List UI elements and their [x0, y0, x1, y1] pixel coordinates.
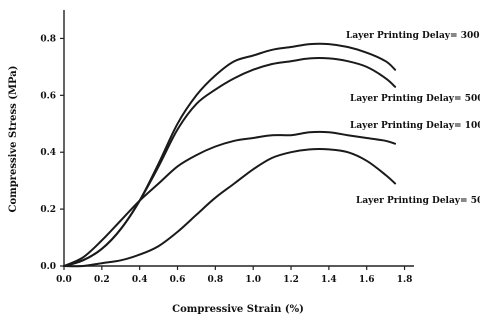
- y-tick-label: 0.4: [40, 148, 56, 158]
- axes: [63, 10, 414, 267]
- x-axis-title: Compressive Strain (%): [172, 304, 304, 315]
- y-ticks: 0.0 0.2 0.4 0.6 0.8: [40, 34, 64, 272]
- series-labels: Layer Printing Delay= 300 ms Layer Printi…: [346, 31, 480, 206]
- x-tick-label: 0.2: [94, 275, 110, 285]
- x-tick-label: 0.0: [56, 275, 72, 285]
- y-tick-label: 0.6: [40, 91, 56, 101]
- x-tick-label: 0.8: [208, 275, 224, 285]
- series-label-delay-500ms: Layer Printing Delay= 500 ms: [350, 94, 480, 104]
- x-tick-label: 1.0: [245, 275, 261, 285]
- series-label-delay-100ms: Layer Printing Delay= 100 ms: [350, 121, 480, 131]
- x-ticks: 0.0 0.2 0.4 0.6 0.8 1.0 1.2 1.4 1.6 1.8: [56, 266, 412, 285]
- y-tick-label: 0.8: [40, 34, 56, 44]
- y-tick-label: 0.2: [40, 205, 56, 215]
- x-tick-label: 1.8: [397, 275, 413, 285]
- series-label-delay-300ms: Layer Printing Delay= 300 ms: [346, 31, 480, 41]
- y-tick-label: 0.0: [40, 262, 56, 272]
- y-axis-title: Compressive Stress (MPa): [8, 65, 19, 212]
- x-tick-label: 0.4: [132, 275, 148, 285]
- x-tick-label: 1.4: [321, 275, 337, 285]
- x-tick-label: 1.6: [359, 275, 375, 285]
- x-tick-label: 0.6: [170, 275, 186, 285]
- series-line-delay-50ms: [63, 148, 397, 268]
- x-tick-label: 1.2: [283, 275, 299, 285]
- series-line-delay-300ms: [63, 42, 397, 267]
- curves: [63, 42, 397, 268]
- series-line-delay-100ms: [63, 130, 397, 267]
- series-label-delay-50ms: Layer Printing Delay= 50 ms: [356, 196, 480, 206]
- series-line-delay-500ms: [63, 57, 397, 267]
